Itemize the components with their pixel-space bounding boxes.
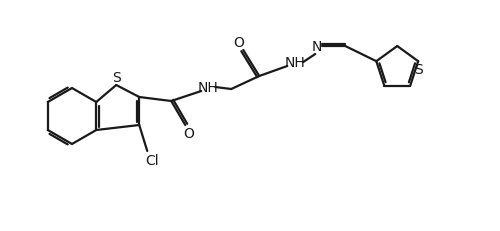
Text: O: O — [183, 126, 194, 140]
Text: NH: NH — [285, 56, 306, 70]
Text: N: N — [312, 40, 322, 54]
Text: O: O — [233, 36, 243, 50]
Text: S: S — [414, 63, 422, 77]
Text: S: S — [112, 71, 120, 85]
Text: NH: NH — [198, 81, 218, 94]
Text: Cl: Cl — [146, 153, 159, 167]
